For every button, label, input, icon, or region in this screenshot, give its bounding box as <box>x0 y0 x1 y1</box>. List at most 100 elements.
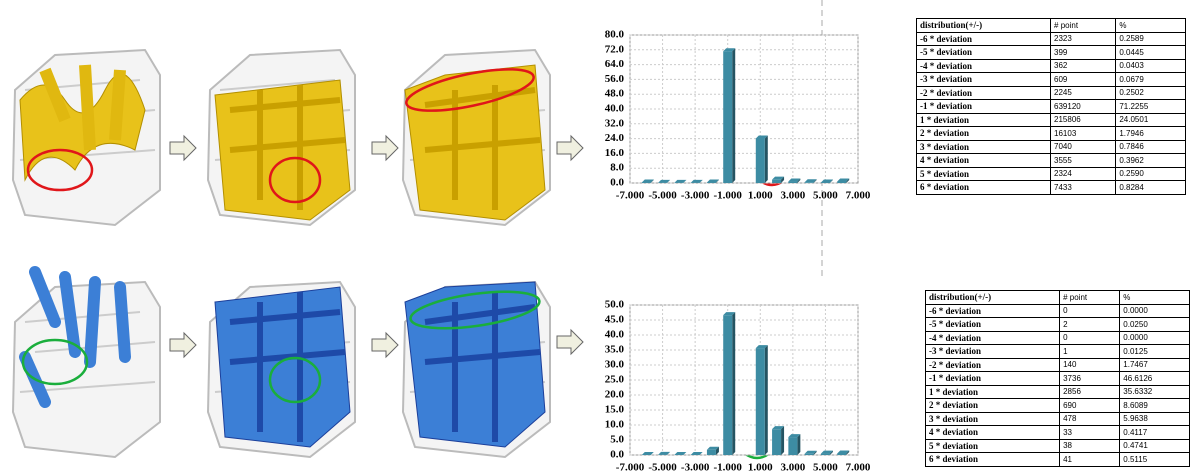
table-cell: distribution(+/-) <box>917 19 1051 33</box>
y-tick-label: 40.0 <box>605 329 625 341</box>
table-cell: 215806 <box>1051 113 1116 127</box>
table-cell: -3 * deviation <box>926 345 1060 359</box>
x-tick-label: 5.000 <box>813 190 838 202</box>
x-tick-label: 1.000 <box>748 190 773 202</box>
table-cell: 2323 <box>1051 32 1116 46</box>
table-cell: -6 * deviation <box>926 304 1060 318</box>
table-cell: 0.0250 <box>1120 318 1190 332</box>
table-cell: -1 * deviation <box>917 100 1051 114</box>
table-cell: 2245 <box>1051 86 1116 100</box>
table-cell: 0.4117 <box>1120 426 1190 440</box>
x-tick-label: -3.000 <box>681 462 710 474</box>
bar <box>837 453 846 455</box>
table-cell: 35.6332 <box>1120 385 1190 399</box>
table-cell: 0.0445 <box>1116 46 1186 60</box>
table-row: -4 * deviation3620.0403 <box>917 59 1186 73</box>
table-cell: 33 <box>1060 426 1120 440</box>
bar-side <box>732 48 735 183</box>
table-cell: # point <box>1051 19 1116 33</box>
table-row: 6 * deviation74330.8284 <box>917 181 1186 195</box>
engine-image <box>208 282 355 457</box>
y-tick-label: 48.0 <box>605 88 625 100</box>
table-cell: 4 * deviation <box>926 426 1060 440</box>
table-cell: 0 <box>1060 304 1120 318</box>
bar <box>723 51 732 183</box>
x-tick-label: 7.000 <box>846 462 871 474</box>
table-cell: 0.8284 <box>1116 181 1186 195</box>
bar-side <box>797 434 800 455</box>
x-tick-label: 1.000 <box>748 462 773 474</box>
table-row: distribution(+/-)# point% <box>926 291 1190 305</box>
x-tick-label: 5.000 <box>813 462 838 474</box>
y-tick-label: 24.0 <box>605 132 625 144</box>
table-cell: 7040 <box>1051 140 1116 154</box>
table-cell: 3 * deviation <box>917 140 1051 154</box>
table-cell: 1.7946 <box>1116 127 1186 141</box>
table-cell: -4 * deviation <box>926 331 1060 345</box>
table-row: distribution(+/-)# point% <box>917 19 1186 33</box>
bar <box>772 429 781 455</box>
table-cell: 2 * deviation <box>917 127 1051 141</box>
engine-image <box>208 50 355 225</box>
engine-image <box>403 50 550 225</box>
table-cell: 0.0000 <box>1120 304 1190 318</box>
table-cell: -5 * deviation <box>917 46 1051 60</box>
table-cell: distribution(+/-) <box>926 291 1060 305</box>
bar-side <box>765 345 768 455</box>
table-cell: % <box>1116 19 1186 33</box>
figure: 0.08.016.024.032.040.048.056.064.072.080… <box>0 0 1190 475</box>
bar <box>821 454 830 455</box>
table-cell: 2856 <box>1060 385 1120 399</box>
table-cell: % <box>1120 291 1190 305</box>
bar <box>837 181 846 183</box>
table-cell: 8.6089 <box>1120 399 1190 413</box>
table-cell: 690 <box>1060 399 1120 413</box>
bar <box>805 182 814 183</box>
x-tick-label: -3.000 <box>681 190 710 202</box>
table-cell: 5.9638 <box>1120 412 1190 426</box>
table-cell: 0.2590 <box>1116 167 1186 181</box>
y-tick-label: 56.0 <box>605 73 625 85</box>
table-row: 2 * deviation161031.7946 <box>917 127 1186 141</box>
table-cell: 2 <box>1060 318 1120 332</box>
y-tick-label: 0.0 <box>610 177 624 189</box>
x-tick-label: -5.000 <box>648 462 677 474</box>
table-cell: 38 <box>1060 439 1120 453</box>
y-tick-label: 0.0 <box>610 449 624 461</box>
x-tick-label: -1.000 <box>714 462 743 474</box>
table-row: 5 * deviation23240.2590 <box>917 167 1186 181</box>
table-cell: 0.4741 <box>1120 439 1190 453</box>
table-cell: 0.0000 <box>1120 331 1190 345</box>
table-cell: 3736 <box>1060 372 1120 386</box>
bar-side <box>765 136 768 183</box>
table-cell: 3555 <box>1051 154 1116 168</box>
y-tick-label: 30.0 <box>605 359 625 371</box>
bar <box>707 450 716 455</box>
table-cell: 1.7467 <box>1120 358 1190 372</box>
y-tick-label: 35.0 <box>605 344 625 356</box>
table-cell: -2 * deviation <box>926 358 1060 372</box>
table-cell: 46.6126 <box>1120 372 1190 386</box>
table-row: 4 * deviation35550.3962 <box>917 154 1186 168</box>
y-tick-label: 10.0 <box>605 419 625 431</box>
y-tick-label: 15.0 <box>605 404 625 416</box>
table-cell: 1 <box>1060 345 1120 359</box>
table-cell: 0.5115 <box>1120 453 1190 467</box>
y-tick-label: 25.0 <box>605 374 625 386</box>
y-tick-label: 20.0 <box>605 389 625 401</box>
x-tick-label: 3.000 <box>780 462 805 474</box>
x-tick-label: 7.000 <box>846 190 871 202</box>
table-row: -6 * deviation23230.2589 <box>917 32 1186 46</box>
table-cell: 0.0403 <box>1116 59 1186 73</box>
table-cell: 2 * deviation <box>926 399 1060 413</box>
y-tick-label: 16.0 <box>605 147 625 159</box>
y-tick-label: 64.0 <box>605 58 625 70</box>
table-row: 3 * deviation4785.9638 <box>926 412 1190 426</box>
